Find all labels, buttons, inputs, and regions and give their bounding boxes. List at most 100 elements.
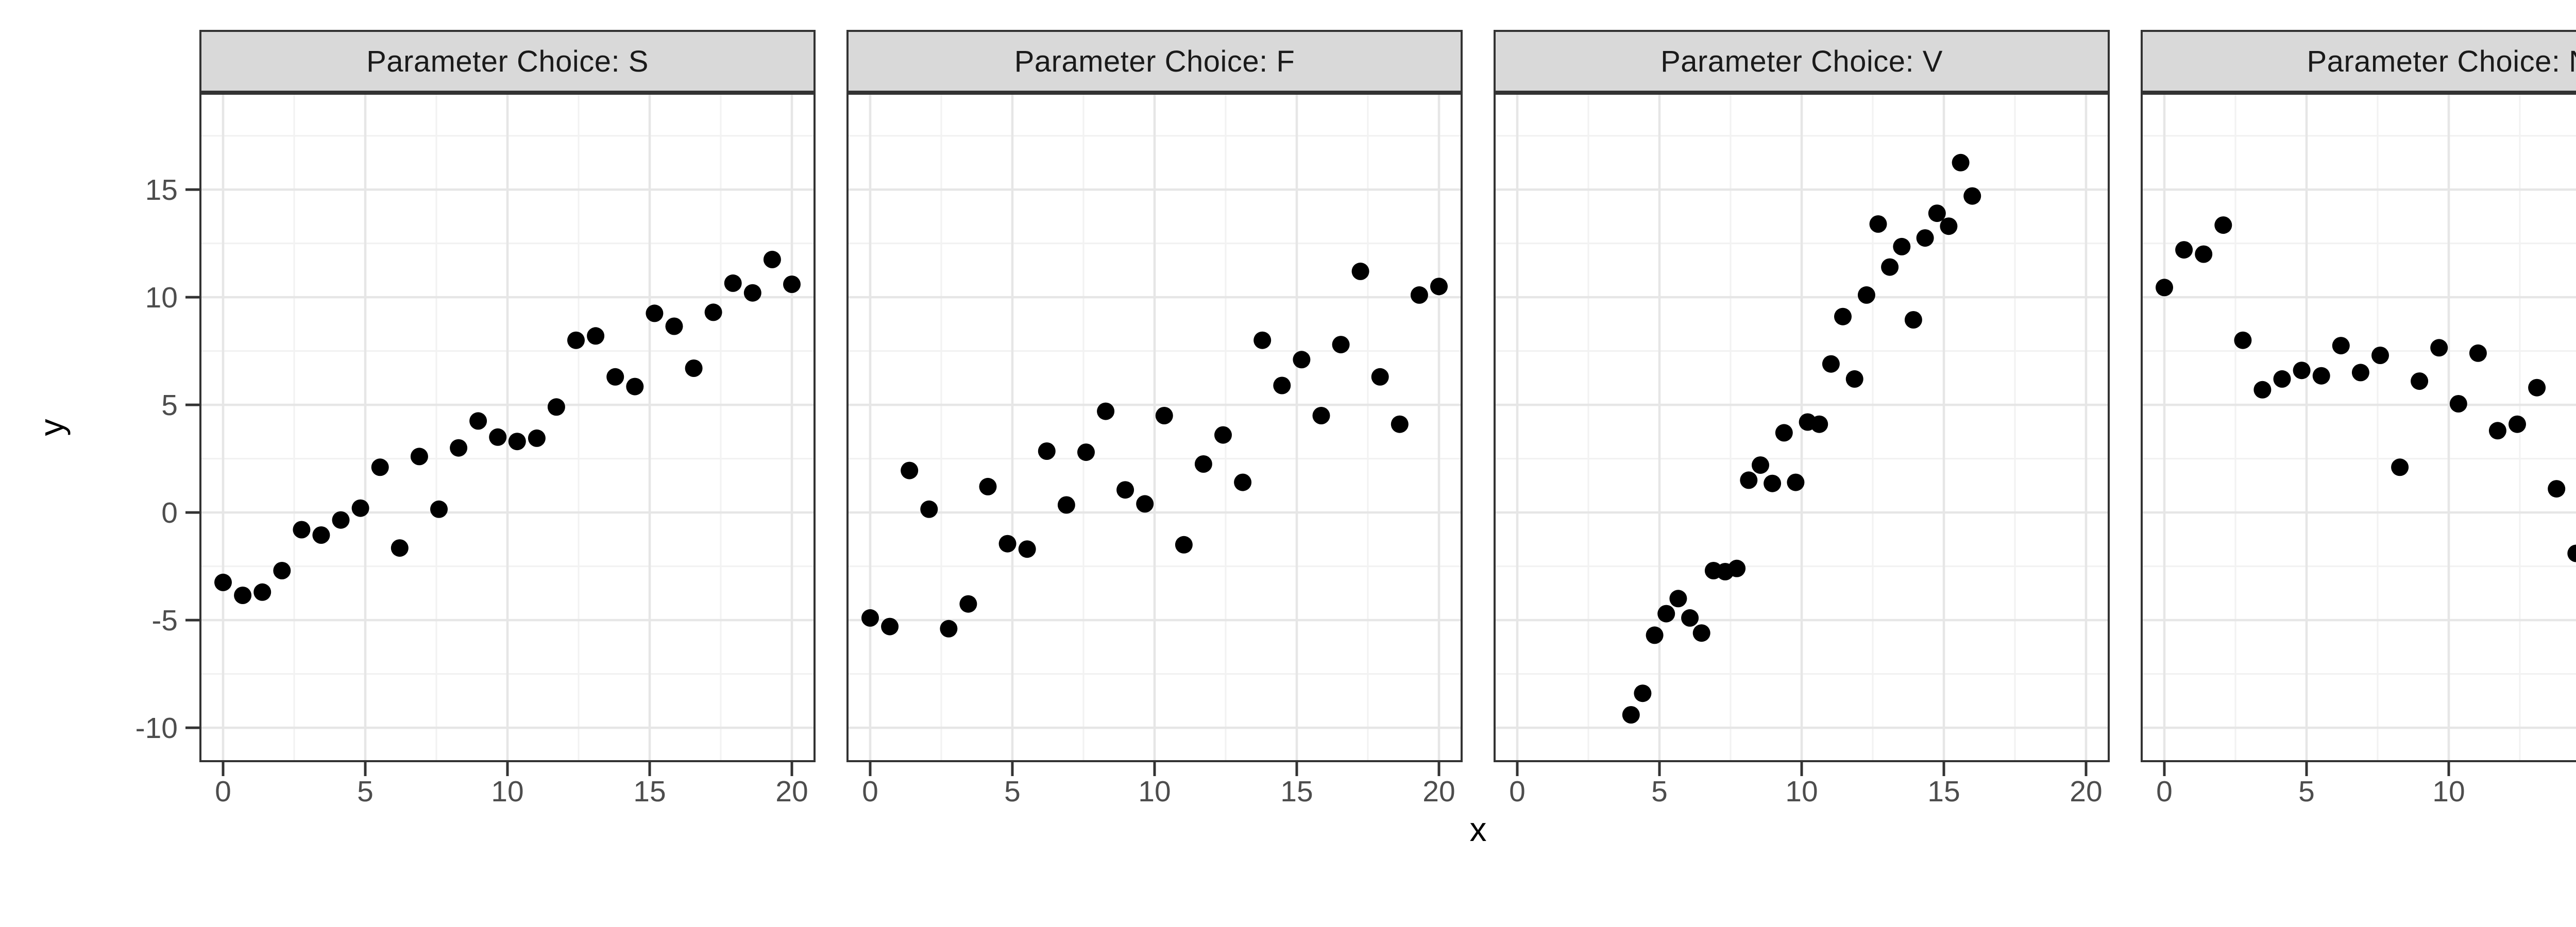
y-tick-label: 10 xyxy=(145,281,178,314)
data-point xyxy=(1681,609,1699,627)
data-point xyxy=(2175,241,2193,259)
data-point xyxy=(2214,216,2232,234)
x-tick-label: 0 xyxy=(1509,775,1526,806)
facet-strip: Parameter Choice: F xyxy=(846,30,1463,93)
data-point xyxy=(1293,351,1311,369)
data-point xyxy=(998,535,1016,553)
y-tick-label: -5 xyxy=(151,604,178,637)
data-point xyxy=(2548,480,2566,498)
data-point xyxy=(2449,395,2467,413)
x-tick-label: 5 xyxy=(357,775,374,806)
data-point xyxy=(959,595,977,613)
data-point xyxy=(1234,473,1252,491)
data-point xyxy=(1391,415,1409,433)
y-axis-scale: 15 10 5 0 -5 -10 xyxy=(135,174,199,745)
data-point xyxy=(1869,215,1887,233)
x-tick-label: 20 xyxy=(775,775,808,806)
data-point xyxy=(1692,624,1710,642)
data-point xyxy=(312,526,330,544)
data-point xyxy=(391,539,409,557)
facet-strip: Parameter Choice: N xyxy=(2141,30,2576,93)
panel-border xyxy=(1494,93,2110,762)
facet-strip: Parameter Choice: V xyxy=(1494,30,2110,93)
data-point xyxy=(2509,415,2526,433)
data-point xyxy=(508,433,526,451)
data-point xyxy=(1155,407,1173,424)
data-point xyxy=(273,562,291,579)
facet-strip: Parameter Choice: S xyxy=(199,30,816,93)
data-point xyxy=(763,250,781,268)
data-point xyxy=(2528,379,2546,397)
data-point xyxy=(2156,279,2173,297)
data-point xyxy=(1273,376,1291,394)
data-point xyxy=(214,573,232,591)
facet-panel-V: Parameter Choice: V 0 5 10 15 20 xyxy=(1494,30,2110,806)
data-point xyxy=(1669,590,1687,608)
data-point xyxy=(1332,336,1350,354)
data-point xyxy=(528,429,546,447)
data-point xyxy=(1810,415,1828,433)
x-tick-label: 10 xyxy=(491,775,523,806)
panel-border xyxy=(846,93,1463,762)
data-point xyxy=(1646,626,1664,644)
data-point xyxy=(410,448,428,466)
data-point xyxy=(743,284,761,302)
data-point xyxy=(1904,311,1922,329)
y-axis: 15 10 5 0 -5 -10 xyxy=(0,93,199,762)
data-point xyxy=(1657,605,1675,623)
y-tick-label: 15 xyxy=(145,174,178,207)
data-point xyxy=(2488,422,2506,440)
data-point xyxy=(587,327,605,345)
x-tick-label: 15 xyxy=(1280,775,1313,806)
data-point xyxy=(1893,237,1911,255)
data-point xyxy=(2293,362,2311,380)
data-point xyxy=(1740,471,1758,489)
x-tick-label: 0 xyxy=(2156,775,2173,806)
data-point xyxy=(567,331,585,349)
data-point xyxy=(1214,426,1232,444)
data-point xyxy=(1787,473,1805,491)
data-point xyxy=(253,583,272,601)
data-point xyxy=(2312,367,2330,385)
y-tick-label: 5 xyxy=(161,389,178,422)
data-point xyxy=(1928,204,1946,222)
data-point xyxy=(783,276,801,293)
data-point xyxy=(1097,402,1115,420)
x-tick-label: 10 xyxy=(1138,775,1171,806)
data-point xyxy=(1253,331,1272,349)
data-point xyxy=(2273,370,2291,388)
data-point xyxy=(332,511,350,529)
data-point xyxy=(606,368,624,386)
data-point xyxy=(1857,286,1875,304)
y-tick-label: -10 xyxy=(135,712,178,745)
data-point xyxy=(2332,337,2350,355)
data-point xyxy=(2351,364,2369,382)
data-point xyxy=(1952,153,1970,171)
data-point xyxy=(704,303,722,321)
data-point xyxy=(881,617,899,636)
data-point xyxy=(665,317,683,335)
facet-strip-label: Parameter Choice: N xyxy=(2307,44,2576,78)
data-point xyxy=(2234,331,2252,349)
data-point xyxy=(1351,262,1369,280)
facet-panel-S: Parameter Choice: S 0 5 10 15 20 xyxy=(199,30,816,806)
data-point xyxy=(1116,481,1134,499)
x-tick-label: 0 xyxy=(862,775,878,806)
panel-border xyxy=(199,93,816,762)
data-point xyxy=(1057,496,1075,514)
data-point xyxy=(1940,217,1958,235)
data-point xyxy=(371,458,389,476)
data-point xyxy=(1963,187,1981,205)
facet-strip-label: Parameter Choice: S xyxy=(366,44,649,78)
data-point xyxy=(489,428,507,446)
data-point xyxy=(2391,458,2409,476)
x-tick-label: 0 xyxy=(215,775,231,806)
data-point xyxy=(685,359,703,377)
data-point xyxy=(1834,307,1852,325)
data-point xyxy=(724,274,742,292)
data-point xyxy=(1916,229,1934,247)
x-tick-label: 20 xyxy=(1422,775,1455,806)
